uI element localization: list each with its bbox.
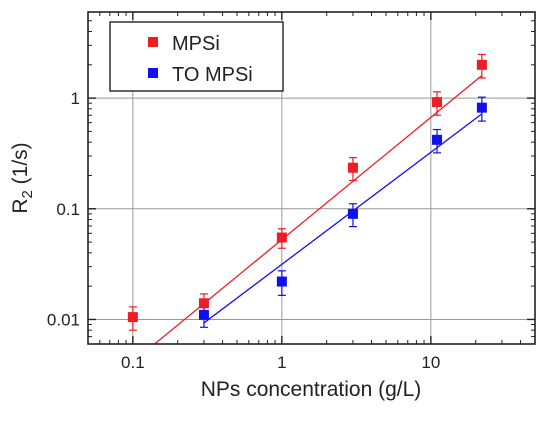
y-axis-label-subscript: 2: [19, 190, 36, 198]
legend-marker-to-mpsi: [148, 68, 158, 78]
legend: MPSi TO MPSi: [109, 21, 284, 92]
data-points: [127, 59, 487, 323]
data-point-mpsi: [127, 312, 138, 323]
data-point-mpsi: [276, 232, 287, 243]
y-axis-label-unit: (1/s): [9, 142, 32, 190]
fit-line-to-mpsi: [203, 113, 483, 324]
data-point-mpsi: [347, 162, 358, 173]
legend-label-mpsi: MPSi: [172, 33, 220, 55]
error-bars: [128, 53, 486, 331]
x-axis-label: NPs concentration (g/L): [201, 378, 422, 401]
legend-marker-mpsi: [148, 37, 158, 47]
data-point-to-mpsi: [432, 134, 443, 145]
fit-lines: [154, 75, 483, 345]
x-tick-label: 0.1: [121, 353, 145, 372]
x-tick-label: 10: [421, 353, 440, 372]
data-point-mpsi: [198, 298, 209, 309]
data-point-mpsi: [432, 97, 443, 108]
y-tick-label: 1: [71, 89, 80, 108]
y-tick-label: 0.01: [47, 310, 80, 329]
axis-ticks: 0.1 1 10 0.01 0.1 1: [47, 12, 535, 372]
legend-label-to-mpsi: TO MPSi: [172, 64, 253, 86]
fit-line-mpsi: [154, 75, 483, 345]
x-tick-label: 1: [277, 353, 286, 372]
plot-frame: [87, 11, 536, 345]
data-point-to-mpsi: [276, 276, 287, 287]
y-tick-label: 0.1: [56, 200, 80, 219]
data-point-to-mpsi: [198, 309, 209, 320]
y-axis-label: R2 (1/s): [9, 142, 36, 213]
data-point-mpsi: [476, 59, 487, 70]
legend-box: [109, 21, 284, 92]
y-axis-label-main: R: [9, 199, 32, 214]
data-point-to-mpsi: [476, 102, 487, 113]
data-point-to-mpsi: [347, 208, 358, 219]
